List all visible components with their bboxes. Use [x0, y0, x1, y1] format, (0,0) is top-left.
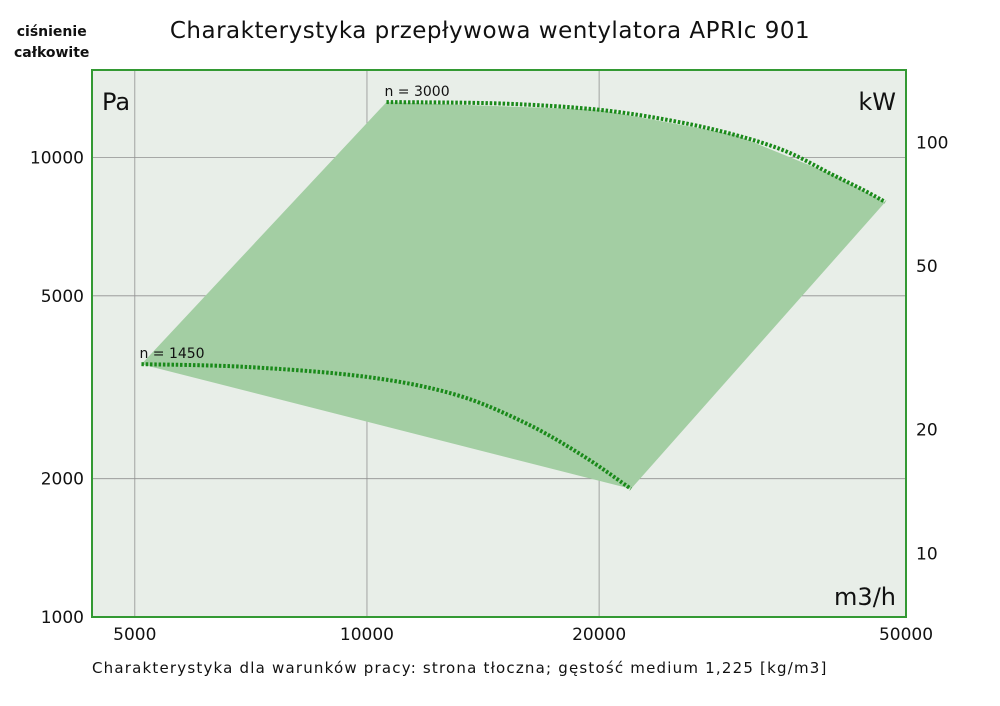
- y2-tick-label: 50: [916, 257, 938, 277]
- series-label-1: n = 1450: [139, 346, 204, 362]
- y-axis-title: ciśnienie całkowite: [14, 22, 89, 64]
- plot-frame: [91, 69, 907, 618]
- y-tick-label: 1000: [41, 608, 84, 628]
- x-tick-label: 50000: [879, 625, 933, 645]
- operating-region: [141, 102, 886, 489]
- y2-tick-label: 20: [916, 421, 938, 441]
- chart-title: Charakterystyka przepływowa wentylatora …: [169, 18, 811, 44]
- x-axis-ticks: 5000 10000 20000 50000: [113, 625, 933, 645]
- y2-axis-ticks: 10 20 50 100: [916, 133, 948, 564]
- series-curve-1: [141, 362, 633, 491]
- y-axis-title-line-1: ciśnienie: [16, 24, 87, 40]
- y2-unit-label: kW: [858, 88, 896, 116]
- y-axis-ticks: 1000 2000 5000 10000: [30, 148, 84, 628]
- y-tick-label: 10000: [30, 148, 84, 168]
- x-unit-label: m3/h: [834, 583, 896, 611]
- speed-curves: n = 1450 n = 3000: [139, 84, 887, 491]
- series-curve-2: [386, 100, 887, 204]
- y2-tick-label: 10: [916, 544, 938, 564]
- y-unit-label: Pa: [102, 88, 130, 116]
- x-tick-label: 20000: [572, 625, 626, 645]
- y-tick-label: 5000: [41, 287, 84, 307]
- y-tick-label: 2000: [41, 470, 84, 490]
- operating-conditions-note: Charakterystyka dla warunków pracy: stro…: [92, 659, 828, 677]
- x-tick-label: 5000: [113, 625, 156, 645]
- y-axis-title-line-2: całkowite: [14, 45, 90, 61]
- series-label-2: n = 3000: [384, 84, 449, 100]
- y2-tick-label: 100: [916, 133, 948, 153]
- x-tick-label: 10000: [340, 625, 394, 645]
